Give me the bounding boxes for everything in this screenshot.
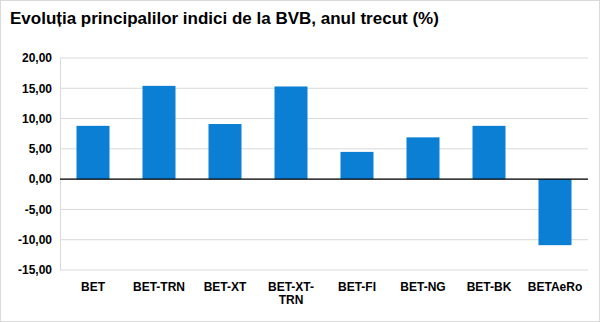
x-tick-label: BET-TRN [133, 280, 185, 294]
x-tick-label: BETAeRo [528, 280, 582, 294]
bar [275, 86, 308, 179]
y-tick-label: 15,00 [22, 82, 52, 96]
x-tick: BETAeRo [528, 270, 582, 294]
x-tick: BET-TRN [133, 270, 185, 294]
background [1, 1, 600, 322]
bars [77, 86, 572, 245]
x-tick: BET-FI [338, 270, 376, 294]
grid-line [60, 209, 588, 210]
bar [143, 86, 176, 179]
y-tick-label: 5,00 [29, 142, 53, 156]
y-tick-label: 0,00 [29, 172, 53, 186]
y-tick: -10,00 [18, 233, 60, 247]
grid-line [60, 118, 588, 119]
grid-line [60, 239, 588, 240]
title: Evoluția principalilor indici de la BVB,… [10, 9, 439, 28]
y-axis-line [60, 59, 61, 271]
y-axis: -15,00 -10,00 -5,00 0,00 5,00 10,00 15,00 20,00 [18, 51, 61, 277]
y-tick: 0,00 [29, 172, 60, 186]
zero-line [60, 179, 588, 180]
bar [539, 179, 572, 245]
bar [473, 126, 506, 179]
grid-line [60, 179, 588, 180]
y-tick-label: -10,00 [18, 233, 52, 247]
grid-line [60, 148, 588, 149]
x-tick-label: BET-FI [338, 280, 376, 294]
y-tick: 10,00 [22, 112, 60, 126]
x-tick: BET [81, 270, 106, 294]
y-tick-label: 10,00 [22, 112, 52, 126]
x-tick: BET-XT [204, 270, 247, 294]
y-tick: 20,00 [22, 51, 60, 65]
x-tick-label: BET-XT-TRN [268, 280, 314, 308]
x-tick-label: BET-NG [400, 280, 445, 294]
bar [209, 124, 242, 179]
chart: Evoluția principalilor indici de la BVB,… [0, 0, 600, 322]
y-tick-label: 20,00 [22, 51, 52, 65]
y-tick: 5,00 [29, 142, 60, 156]
bar [407, 137, 440, 179]
grid-line [60, 88, 588, 89]
x-tick-label: BET [81, 280, 106, 294]
x-tick: BET-XT-TRN [268, 270, 314, 307]
y-tick: 15,00 [22, 82, 60, 96]
x-tick-label: BET-XT [204, 280, 247, 294]
grid [60, 58, 588, 270]
bar [77, 126, 110, 179]
grid-line [60, 58, 588, 59]
bar [341, 152, 374, 179]
x-tick: BET-NG [400, 270, 445, 294]
grid-line [60, 270, 588, 271]
y-tick: -5,00 [25, 203, 60, 217]
y-tick: -15,00 [18, 263, 60, 277]
x-tick: BET-BK [467, 270, 512, 294]
y-tick-label: -5,00 [25, 203, 53, 217]
x-axis: BET BET-TRN BET-XT BET-XT-TRN BET-FI BET-NG BE… [81, 270, 582, 307]
x-tick-label: BET-BK [467, 280, 512, 294]
y-tick-label: -15,00 [18, 263, 52, 277]
